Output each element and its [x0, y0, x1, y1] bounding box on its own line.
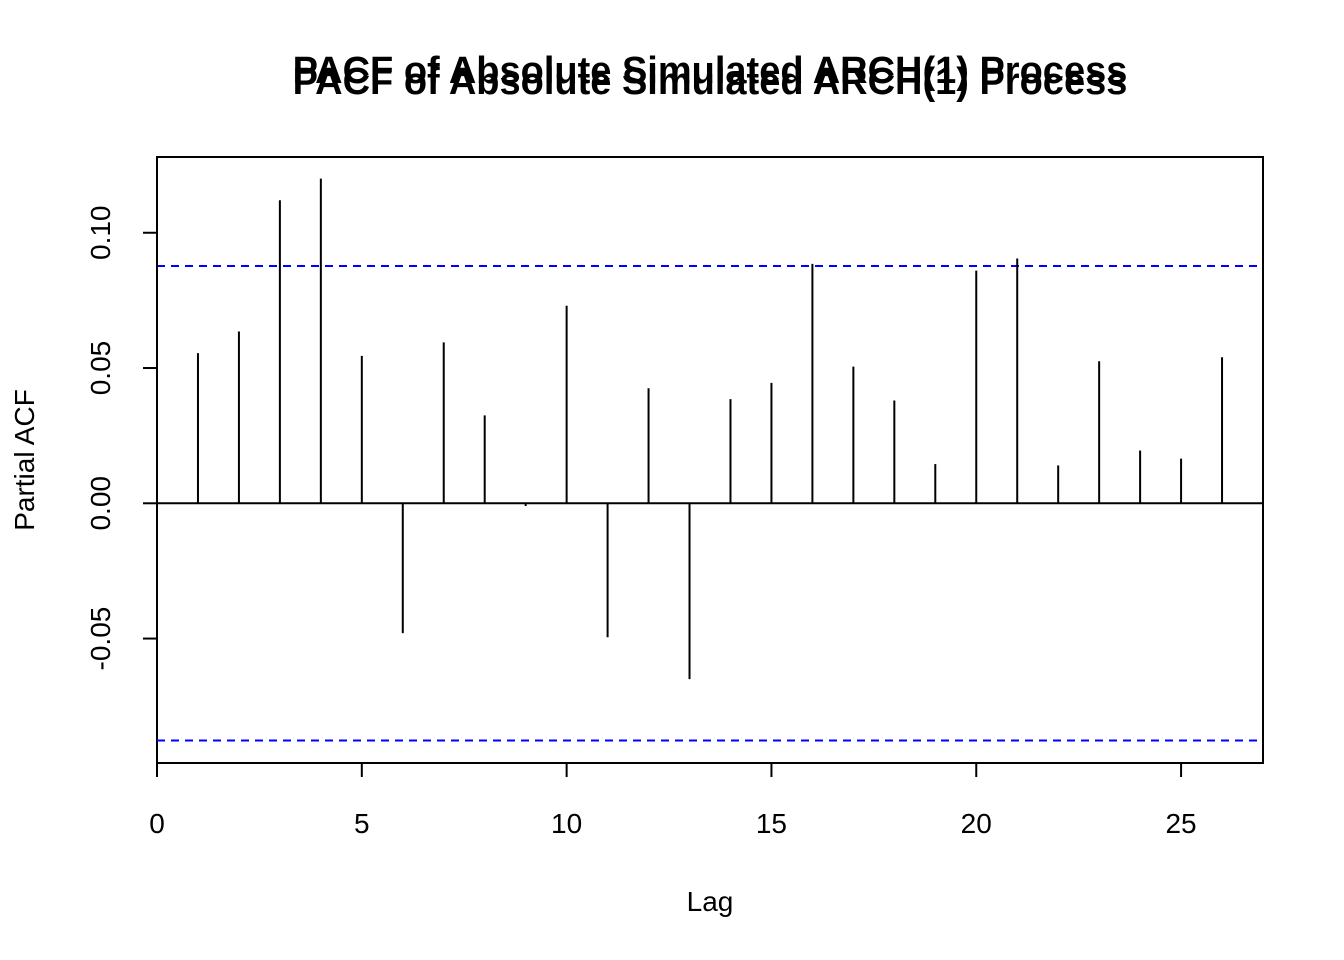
x-tick-label: 10 [551, 808, 582, 839]
chart-title: PACF of Absolute Simulated ARCH(1) Proce… [293, 61, 1128, 103]
confidence-bounds [157, 265, 1263, 742]
x-tick-label: 20 [961, 808, 992, 839]
x-axis-label: Lag [687, 886, 734, 917]
chart-title-shadow: PACF of Absolute Simulated ARCH(1) Proce… [293, 50, 1128, 92]
x-tick-label: 15 [756, 808, 787, 839]
y-tick-label: 0.10 [85, 206, 116, 261]
x-tick-label: 25 [1165, 808, 1196, 839]
plot-frame [156, 156, 1264, 764]
x-axis: 0 5 10 15 20 25 [149, 762, 1197, 839]
y-axis-label: Partial ACF [9, 389, 40, 531]
pacf-bars [196, 178, 1224, 680]
y-tick-label: 0.05 [85, 341, 116, 396]
y-tick-label: -0.05 [85, 607, 116, 671]
y-tick-label: 0.00 [85, 476, 116, 531]
x-tick-label: 5 [354, 808, 370, 839]
y-axis: -0.05 0.00 0.05 0.10 [85, 206, 158, 671]
x-tick-label: 0 [149, 808, 165, 839]
